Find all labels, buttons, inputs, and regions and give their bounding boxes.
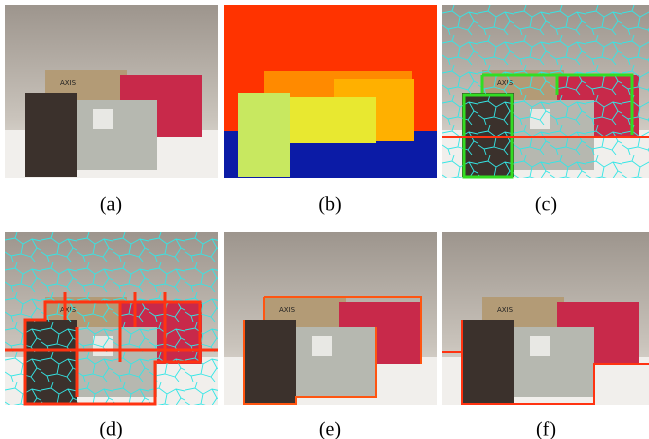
caption: (c) [535, 194, 557, 216]
panel-e [224, 232, 437, 405]
caption: (e) [319, 419, 341, 439]
panel-d [5, 232, 218, 405]
panel-a [5, 5, 218, 178]
caption: (b) [318, 194, 341, 216]
panel-c [442, 5, 649, 178]
figure: AXIS (a) (b) (c) (d) (e) [0, 0, 649, 439]
caption: (d) [99, 419, 122, 439]
panel-b [224, 5, 437, 178]
caption: (f) [536, 419, 556, 439]
caption: (a) [100, 194, 122, 216]
panel-f [442, 232, 649, 405]
